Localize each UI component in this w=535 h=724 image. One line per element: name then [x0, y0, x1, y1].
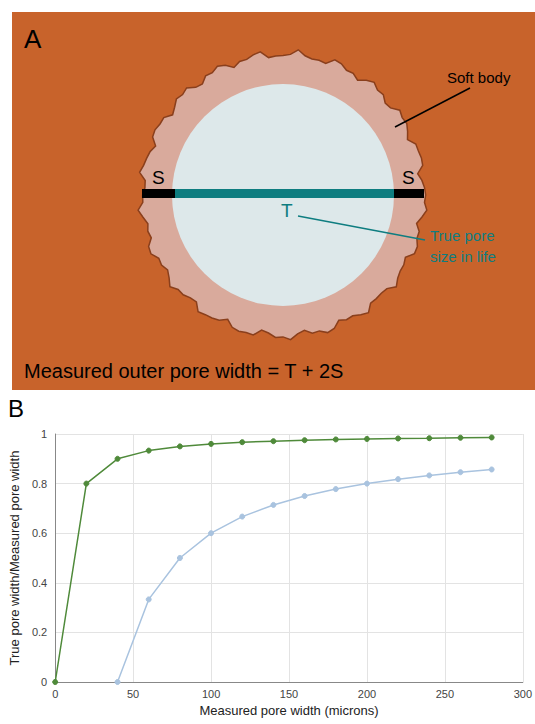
svg-text:150: 150: [280, 688, 298, 700]
svg-text:B: B: [8, 395, 24, 422]
svg-text:1: 1: [41, 428, 47, 440]
svg-text:True pore: True pore: [430, 227, 494, 244]
svg-text:0: 0: [52, 688, 58, 700]
svg-text:200: 200: [358, 688, 376, 700]
svg-text:Soft body: Soft body: [447, 69, 511, 86]
svg-text:0.8: 0.8: [32, 478, 47, 490]
svg-text:Measured outer pore width = T: Measured outer pore width = T + 2S: [24, 360, 343, 382]
svg-text:300: 300: [514, 688, 532, 700]
svg-text:0.6: 0.6: [32, 527, 47, 539]
svg-text:250: 250: [436, 688, 454, 700]
svg-text:S: S: [152, 167, 165, 188]
svg-text:0: 0: [41, 676, 47, 688]
svg-text:True pore width/Measured pore: True pore width/Measured pore width: [7, 451, 22, 666]
svg-text:50: 50: [127, 688, 139, 700]
svg-text:0.2: 0.2: [32, 626, 47, 638]
svg-text:T: T: [281, 200, 293, 221]
svg-text:size in life: size in life: [430, 248, 496, 265]
svg-text:Measured pore width (microns): Measured pore width (microns): [199, 703, 378, 718]
svg-text:0.4: 0.4: [32, 577, 47, 589]
svg-text:S: S: [402, 167, 415, 188]
svg-text:A: A: [24, 24, 42, 54]
svg-text:100: 100: [202, 688, 220, 700]
